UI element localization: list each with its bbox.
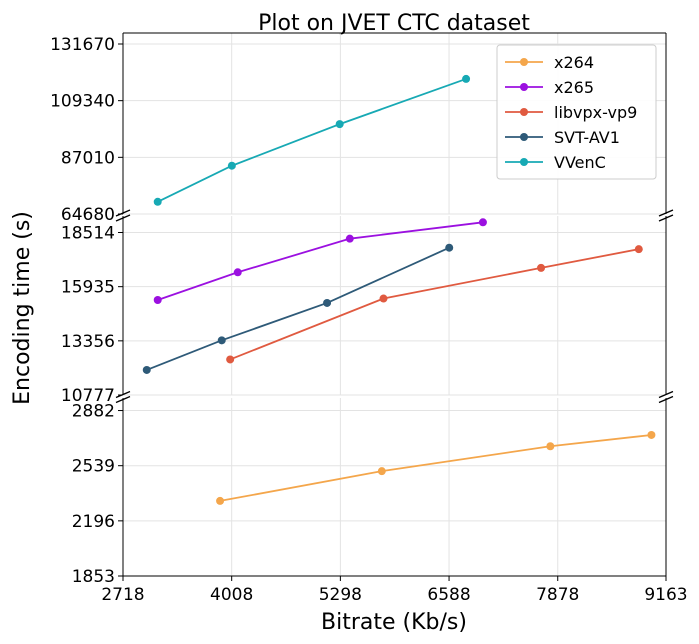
legend-marker <box>520 133 528 141</box>
x-tick-label: 6588 <box>427 585 470 605</box>
chart-title: Plot on JVET CTC dataset <box>258 11 530 36</box>
y-tick-label: 15935 <box>61 278 115 298</box>
series-libvpx-vp9 <box>226 245 643 364</box>
axis-break-mark <box>115 214 131 222</box>
legend: x264 x265 libvpx-vp9 SVT-AV1 VVenC <box>496 44 657 180</box>
y-tick-label: 10777 <box>61 386 115 406</box>
legend-item-x264: x264 <box>505 53 594 72</box>
series-x265 <box>153 218 487 305</box>
series-line-x265 <box>157 221 484 301</box>
axis-break-mark <box>658 395 674 404</box>
legend-marker <box>520 108 528 116</box>
data-point-VVenC <box>462 74 471 83</box>
legend-label: libvpx-vp9 <box>554 103 637 122</box>
series-x264 <box>216 430 656 505</box>
data-point-SVT-AV1 <box>217 336 226 345</box>
legend-item-libvpx-vp9: libvpx-vp9 <box>505 103 637 122</box>
y-tick-label: 2882 <box>72 402 115 422</box>
legend-item-SVT-AV1: SVT-AV1 <box>505 128 620 147</box>
data-point-SVT-AV1 <box>142 365 151 374</box>
y-tick-label: 2539 <box>72 457 115 477</box>
legend-item-VVenC: VVenC <box>505 153 606 172</box>
data-point-SVT-AV1 <box>323 298 332 307</box>
legend-label: SVT-AV1 <box>554 128 620 147</box>
x-axis-label: Bitrate (Kb/s) <box>321 610 467 635</box>
data-point-VVenC <box>335 120 344 129</box>
data-point-x265 <box>478 218 487 227</box>
data-point-libvpx-vp9 <box>379 294 388 303</box>
data-point-x264 <box>546 442 555 451</box>
series-line-x264 <box>219 434 652 502</box>
tick-labels: 64680 87010 109340 131670 10777 13356 15935 185… <box>50 35 688 605</box>
series-VVenC <box>153 74 471 206</box>
legend-label: x265 <box>554 78 594 97</box>
y-tick-label: 131670 <box>50 35 115 55</box>
series-SVT-AV1 <box>142 243 454 374</box>
data-point-x265 <box>153 296 162 305</box>
data-point-x265 <box>233 268 242 277</box>
legend-marker <box>520 158 528 166</box>
y-tick-label: 2196 <box>72 512 115 532</box>
data-point-libvpx-vp9 <box>226 355 235 364</box>
data-point-x264 <box>647 430 656 439</box>
x-tick-label: 5298 <box>319 585 362 605</box>
data-point-libvpx-vp9 <box>634 245 643 254</box>
legend-marker <box>520 83 528 91</box>
series-line-libvpx-vp9 <box>229 248 639 361</box>
x-tick-label: 9163 <box>644 585 687 605</box>
axis-break-mark <box>658 214 674 222</box>
axis-break-mark <box>658 390 674 399</box>
data-point-VVenC <box>227 161 236 170</box>
y-tick-label: 13356 <box>61 332 115 352</box>
series-line-VVenC <box>157 78 467 203</box>
y-tick-label: 18514 <box>61 224 115 244</box>
y-tick-label: 64680 <box>61 205 115 225</box>
axes <box>115 32 674 581</box>
series-line-SVT-AV1 <box>146 246 450 371</box>
axis-break-mark <box>115 395 131 404</box>
x-tick-label: 7878 <box>536 585 579 605</box>
legend-label: x264 <box>554 53 594 72</box>
data-point-libvpx-vp9 <box>537 263 546 272</box>
y-tick-label: 1853 <box>72 567 115 587</box>
data-point-VVenC <box>153 197 162 206</box>
legend-marker <box>520 58 528 66</box>
data-point-x264 <box>377 467 386 476</box>
x-tick-label: 2718 <box>101 585 144 605</box>
y-axis-label: Encoding time (s) <box>10 211 35 405</box>
series-layer <box>142 74 656 505</box>
legend-label: VVenC <box>554 153 606 172</box>
legend-box <box>496 44 657 180</box>
data-point-x265 <box>345 234 354 243</box>
y-tick-label: 109340 <box>50 92 115 112</box>
data-point-x264 <box>216 496 225 505</box>
data-point-SVT-AV1 <box>445 243 454 252</box>
x-tick-label: 4008 <box>210 585 253 605</box>
axis-break-mark <box>658 209 674 217</box>
y-tick-label: 87010 <box>61 148 115 168</box>
axis-break-mark <box>115 209 131 217</box>
legend-item-x265: x265 <box>505 78 594 97</box>
